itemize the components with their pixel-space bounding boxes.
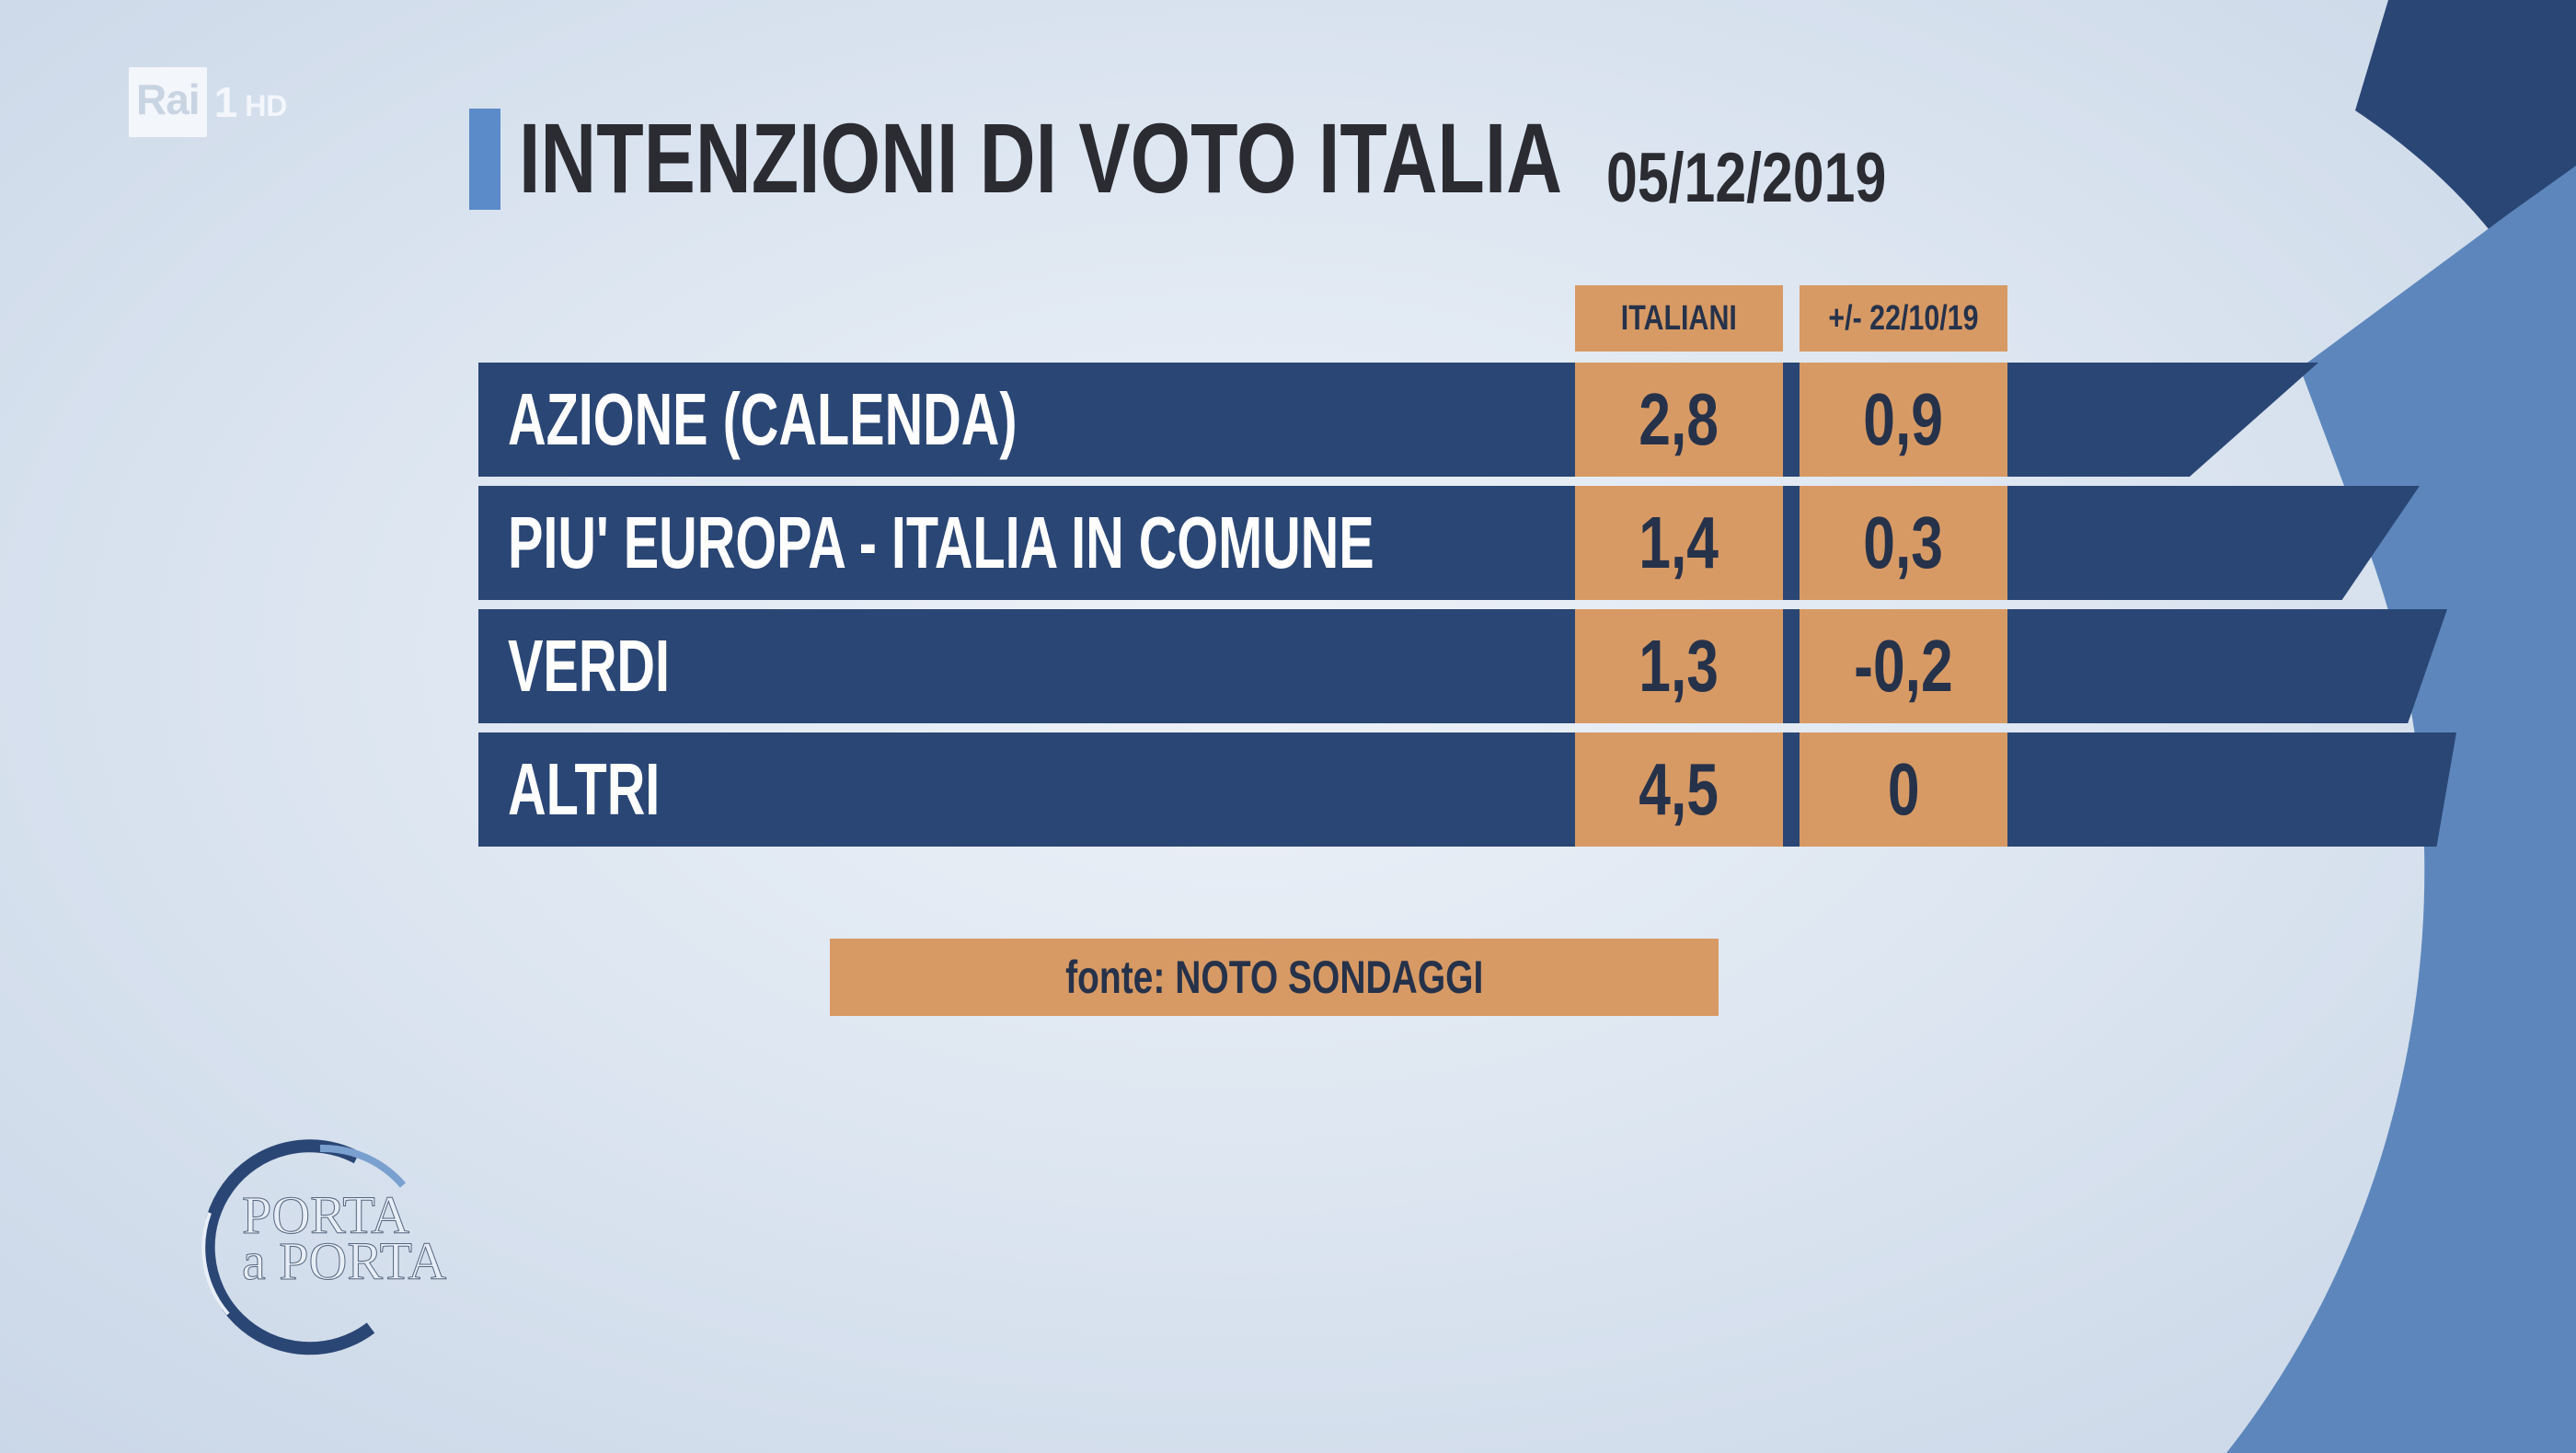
cell-italiani-value: 1,4	[1639, 502, 1719, 583]
cell-italiani: 1,4	[1575, 486, 1783, 600]
hd-badge: HD	[245, 88, 288, 122]
porta-logo-text: PORTA a PORTA	[241, 1185, 447, 1291]
channel-number: 1	[213, 78, 238, 126]
cell-italiani: 2,8	[1575, 363, 1783, 477]
table-row: PIU' EUROPA - ITALIA IN COMUNE 1,4 0,3	[478, 486, 2420, 600]
porta-logo-line2: a PORTA	[241, 1231, 447, 1291]
cell-delta: 0,3	[1800, 486, 2007, 600]
source-text: fonte: NOTO SONDAGGI	[1064, 951, 1484, 1003]
cell-italiani: 1,3	[1575, 609, 1783, 723]
table-row: VERDI 1,3 -0,2	[478, 609, 2447, 723]
cell-italiani-value: 2,8	[1639, 378, 1719, 460]
cell-delta: 0,9	[1800, 363, 2007, 477]
table-row: ALTRI 4,5 0	[478, 732, 2456, 847]
cell-delta: -0,2	[1800, 609, 2007, 723]
title-accent-bar	[469, 109, 500, 210]
chart-title: INTENZIONI DI VOTO ITALIA	[519, 102, 1563, 213]
row-label: ALTRI	[508, 748, 661, 830]
column-header-delta: +/- 22/10/19	[1800, 285, 2007, 352]
column-header-italiani-label: ITALIANI	[1620, 298, 1738, 338]
column-header-italiani: ITALIANI	[1575, 285, 1783, 352]
cell-italiani: 4,5	[1575, 732, 1783, 847]
row-label: AZIONE (CALENDA)	[508, 378, 1018, 460]
cell-delta-value: 0,9	[1863, 378, 1944, 460]
cell-delta-value: -0,2	[1854, 625, 1953, 707]
cell-delta-value: 0,3	[1863, 502, 1944, 583]
rai-logo-text: Rai	[129, 67, 207, 137]
column-header-delta-label: +/- 22/10/19	[1828, 298, 1979, 338]
row-label: VERDI	[508, 625, 671, 707]
table-row: AZIONE (CALENDA) 2,8 0,9	[478, 363, 2318, 477]
cell-italiani-value: 1,3	[1639, 625, 1719, 707]
cell-italiani-value: 4,5	[1639, 748, 1719, 830]
chart-date: 05/12/2019	[1606, 139, 1887, 217]
porta-logo-line1: PORTA	[241, 1185, 410, 1245]
title-block: INTENZIONI DI VOTO ITALIA	[469, 102, 1857, 213]
porta-a-porta-logo: PORTA a PORTA	[173, 1130, 449, 1360]
rai1-hd-logo: Rai 1 HD	[129, 67, 287, 137]
porta-logo-ring-icon	[201, 1139, 407, 1355]
cell-delta: 0	[1800, 732, 2007, 847]
cell-delta-value: 0	[1887, 748, 1920, 830]
row-label: PIU' EUROPA - ITALIA IN COMUNE	[508, 502, 1374, 583]
source-label: fonte: NOTO SONDAGGI	[830, 939, 1719, 1016]
